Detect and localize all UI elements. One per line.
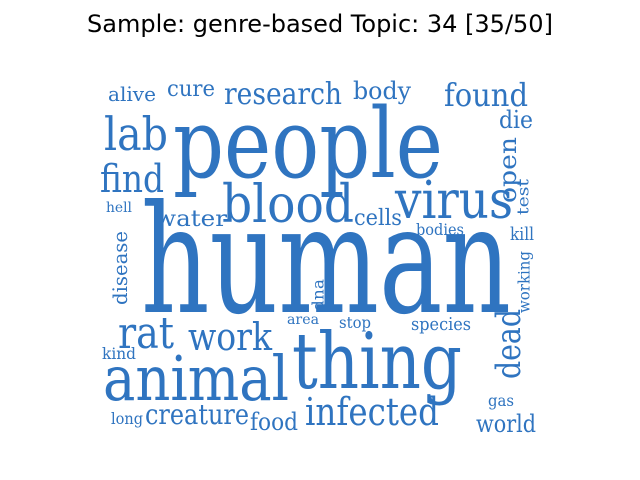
word-food: food — [250, 408, 298, 436]
word-world: world — [476, 410, 536, 438]
word-die: die — [499, 106, 533, 134]
chart-title: Sample: genre-based Topic: 34 [35/50] — [87, 10, 553, 38]
word-alive: alive — [108, 82, 156, 106]
word-dna: dna — [309, 279, 328, 311]
word-people: people — [173, 88, 443, 200]
word-dead: dead — [489, 309, 529, 379]
word-gas: gas — [488, 391, 514, 410]
word-body: body — [353, 77, 411, 105]
word-species: species — [411, 314, 471, 335]
word-stop: stop — [339, 313, 371, 332]
word-water: water — [155, 207, 228, 232]
word-virus: virus — [394, 171, 513, 231]
word-working: working — [515, 251, 534, 313]
word-cells: cells — [354, 206, 402, 231]
word-human: human — [141, 174, 511, 348]
word-creature: creature — [145, 398, 249, 431]
word-disease: disease — [108, 231, 132, 305]
word-work: work — [188, 315, 273, 359]
word-animal: animal — [103, 342, 289, 415]
word-found: found — [444, 76, 528, 114]
word-thing: thing — [292, 317, 462, 407]
word-area: area — [287, 312, 319, 328]
word-blood: blood — [222, 175, 354, 235]
word-kind: kind — [102, 344, 136, 363]
word-open: open — [494, 137, 522, 203]
word-kill: kill — [510, 224, 534, 245]
word-find: find — [100, 157, 164, 201]
word-research: research — [224, 77, 342, 112]
word-bodies: bodies — [416, 220, 464, 239]
word-lab: lab — [104, 107, 168, 161]
word-hell: hell — [106, 200, 133, 216]
word-cure: cure — [167, 77, 215, 102]
word-infected: infected — [305, 390, 439, 434]
word-long: long — [111, 409, 143, 428]
word-rat: rat — [118, 308, 174, 359]
word-test: test — [514, 178, 533, 215]
